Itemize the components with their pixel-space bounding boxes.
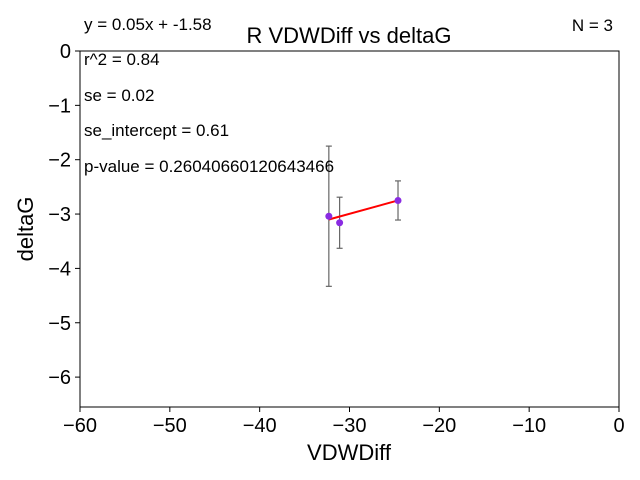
y-axis-label: deltaG	[13, 197, 38, 262]
data-point	[394, 196, 402, 204]
plot-area	[325, 145, 402, 287]
n-count-annotation: N = 3	[572, 16, 613, 35]
data-point	[325, 212, 333, 220]
p-value-annotation: p-value = 0.26040660120643466	[84, 157, 334, 176]
x-tick-label: −10	[512, 415, 546, 437]
y-tick-label: −1	[48, 95, 71, 117]
se-intercept-annotation: se_intercept = 0.61	[84, 121, 229, 140]
se-annotation: se = 0.02	[84, 86, 154, 105]
x-tick-label: −40	[243, 415, 277, 437]
y-tick-label: −4	[48, 258, 71, 280]
y-tick-label: −3	[48, 204, 71, 226]
y-tick-label: −6	[48, 367, 71, 389]
x-tick-label: −20	[422, 415, 456, 437]
x-axis-label: VDWDiff	[307, 440, 392, 465]
r-squared-annotation: r^2 = 0.84	[84, 50, 160, 69]
chart-title: R VDWDiff vs deltaG	[247, 23, 452, 48]
x-tick-label: −30	[333, 415, 367, 437]
x-tick-label: −50	[153, 415, 187, 437]
x-tick-label: −60	[63, 415, 97, 437]
axes: −60 −50 −40 −30 −20 −10 0 0 −1 −2 −3 −4 −5 −6	[48, 41, 624, 437]
plot-frame	[79, 50, 620, 408]
y-tick-label: −2	[48, 150, 71, 172]
fit-line	[328, 199, 399, 221]
y-tick-label: 0	[60, 41, 71, 63]
data-point	[336, 219, 344, 227]
y-tick-label: −5	[48, 313, 71, 335]
x-tick-label: 0	[613, 415, 624, 437]
equation-annotation: y = 0.05x + -1.58	[84, 15, 212, 34]
